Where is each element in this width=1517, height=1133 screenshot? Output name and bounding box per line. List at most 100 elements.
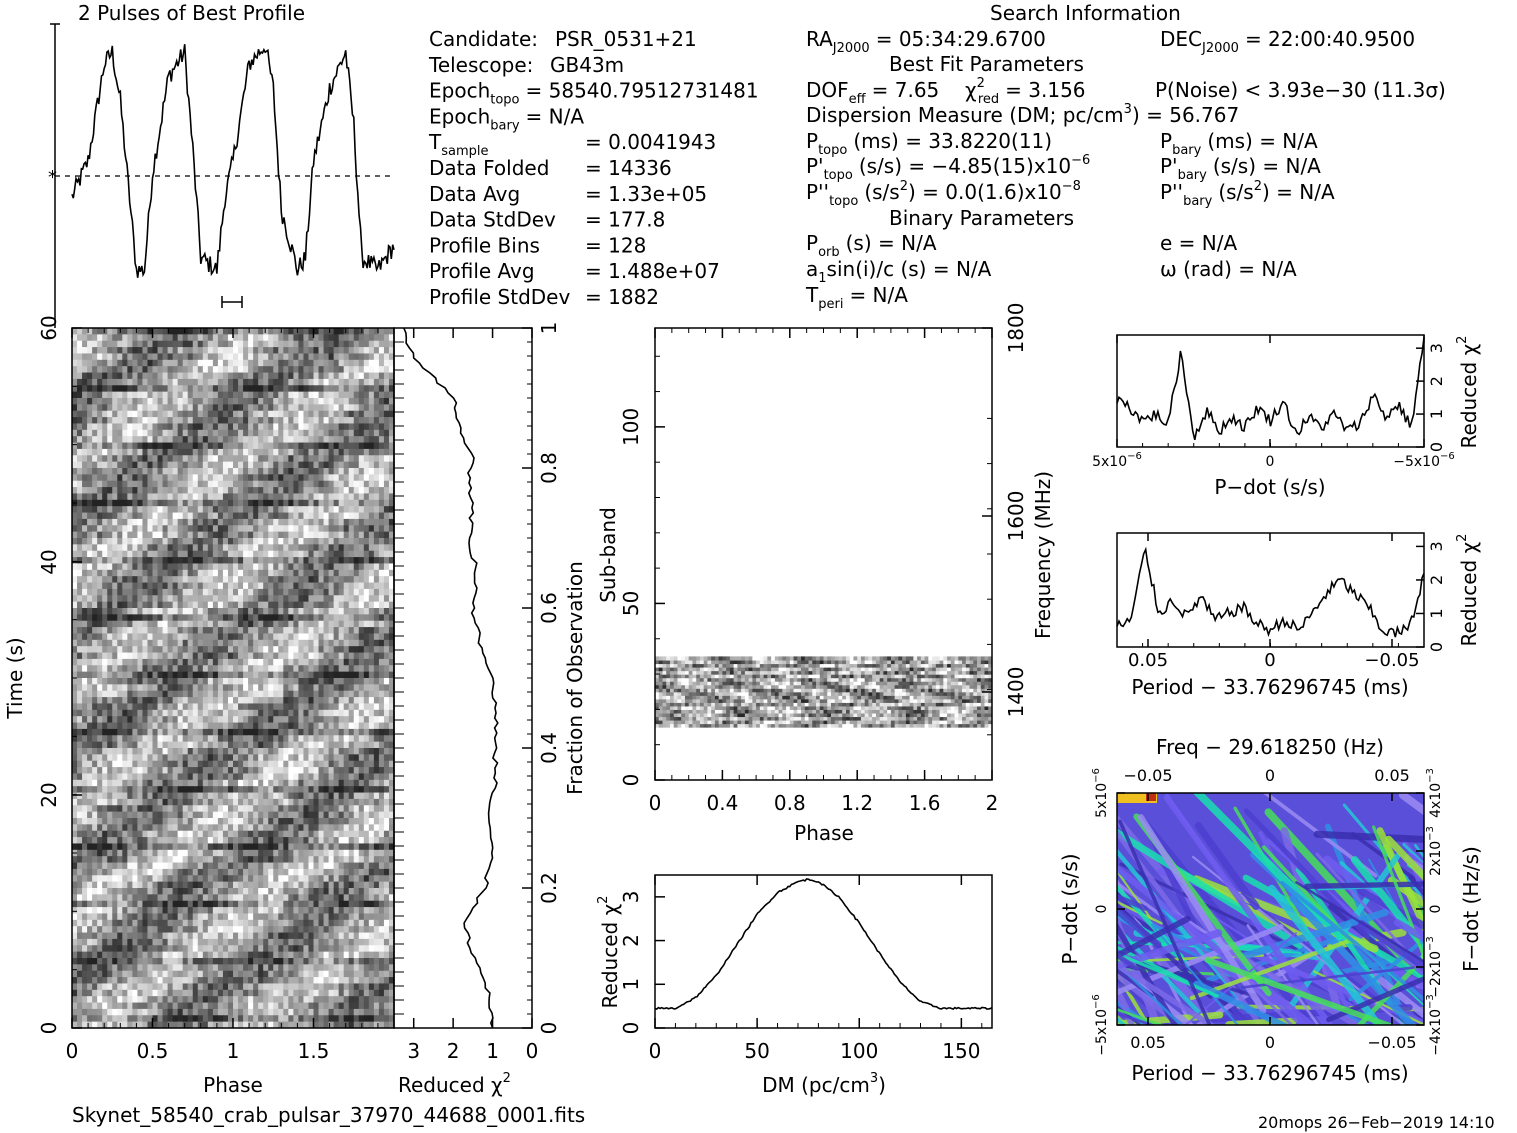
time-phase-cell (343, 569, 350, 577)
time-phase-cell (117, 347, 123, 355)
time-phase-cell (233, 455, 239, 463)
time-phase-cell (263, 798, 269, 806)
time-phase-cell (288, 569, 294, 577)
time-phase-cell (212, 601, 219, 609)
time-phase-cell (323, 557, 330, 565)
time-phase-cell (152, 646, 159, 654)
time-phase-cell (298, 748, 305, 755)
time-phase-cell (197, 378, 204, 386)
time-phase-cell (368, 417, 375, 425)
time-phase-cell (202, 627, 209, 635)
time-phase-cell (157, 474, 164, 482)
time-phase-cell (303, 328, 310, 335)
time-phase-cell (278, 792, 284, 800)
time-phase-cell (137, 563, 144, 571)
time-phase-cell (192, 353, 199, 361)
time-phase-cell (202, 410, 209, 418)
time-phase-cell (202, 665, 209, 673)
time-phase-cell (353, 550, 360, 558)
time-phase-cell (172, 627, 179, 635)
time-phase-cell (72, 429, 78, 437)
time-phase-cell (202, 767, 209, 775)
time-phase-cell (172, 779, 179, 787)
time-phase-cell (358, 716, 365, 724)
time-phase-cell (328, 359, 335, 367)
time-phase-cell (202, 601, 209, 609)
time-phase-cell (212, 588, 219, 596)
time-phase-cell (107, 372, 113, 380)
time-phase-cell (363, 385, 370, 393)
time-phase-cell (293, 461, 300, 469)
time-phase-cell (303, 754, 310, 762)
time-phase-cell (117, 818, 123, 825)
time-phase-cell (363, 366, 370, 374)
time-phase-cell (248, 398, 254, 405)
time-phase-cell (162, 760, 169, 768)
time-phase-cell (142, 646, 149, 654)
time-phase-cell (298, 678, 305, 685)
time-phase-cell (212, 550, 219, 558)
time-phase-cell (157, 748, 164, 755)
time-phase-cell (132, 461, 139, 469)
time-phase-cell (323, 792, 330, 800)
time-phase-cell (137, 340, 144, 348)
time-phase-cell (157, 576, 164, 584)
time-phase-cell (192, 487, 199, 495)
time-phase-cell (283, 525, 289, 533)
time-phase-cell (72, 347, 78, 355)
time-phase-cell (358, 741, 365, 749)
time-phase-cell (72, 735, 78, 743)
time-phase-cell (263, 754, 269, 762)
time-phase-cell (172, 818, 179, 825)
time-phase-cell (157, 518, 164, 526)
time-phase-cell (132, 728, 139, 736)
time-phase-cell (283, 735, 289, 743)
time-phase-cell (343, 531, 350, 539)
time-phase-cell (298, 760, 305, 768)
profile-plot: * (48, 23, 395, 328)
time-phase-cell (273, 404, 279, 412)
time-phase-cell (368, 544, 375, 552)
time-phase-cell (348, 671, 355, 679)
time-phase-cell (353, 678, 360, 685)
time-phase-cell (142, 665, 149, 673)
time-phase-cell (92, 786, 98, 794)
time-phase-cell (258, 767, 264, 775)
time-phase-cell (288, 588, 294, 596)
time-phase-cell (378, 474, 385, 482)
time-phase-cell (273, 722, 279, 730)
time-phase-cell (197, 531, 204, 539)
time-phase-cell (222, 417, 229, 425)
time-phase-cell (318, 493, 325, 501)
time-phase-cell (338, 442, 345, 450)
time-phase-cell (333, 391, 340, 399)
time-phase-cell (323, 627, 330, 635)
time-phase-cell (283, 385, 289, 393)
time-phase-cell (72, 722, 78, 730)
time-phase-cell (308, 639, 315, 647)
time-phase-cell (197, 703, 204, 711)
time-phase-cell (217, 442, 224, 450)
time-phase-cell (137, 671, 144, 679)
time-phase-cell (167, 741, 174, 749)
time-phase-cell (243, 442, 249, 450)
time-phase-cell (147, 404, 154, 412)
time-phase-cell (102, 506, 108, 514)
time-phase-cell (217, 652, 224, 660)
time-phase-cell (132, 366, 139, 374)
time-phase-cell (383, 576, 390, 584)
time-phase-cell (238, 576, 244, 584)
time-phase-cell (72, 818, 78, 825)
time-phase-cell (212, 754, 219, 762)
time-phase-cell (192, 760, 199, 768)
time-phase-cell (238, 633, 244, 641)
time-phase-cell (323, 391, 330, 399)
time-phase-cell (288, 811, 294, 819)
time-phase-cell (288, 391, 294, 399)
time-phase-cell (122, 493, 128, 501)
time-phase-cell (77, 620, 83, 628)
time-phase-cell (92, 328, 98, 335)
time-phase-cell (308, 518, 315, 526)
time-phase-cell (243, 353, 249, 361)
time-phase-cell (313, 487, 320, 495)
